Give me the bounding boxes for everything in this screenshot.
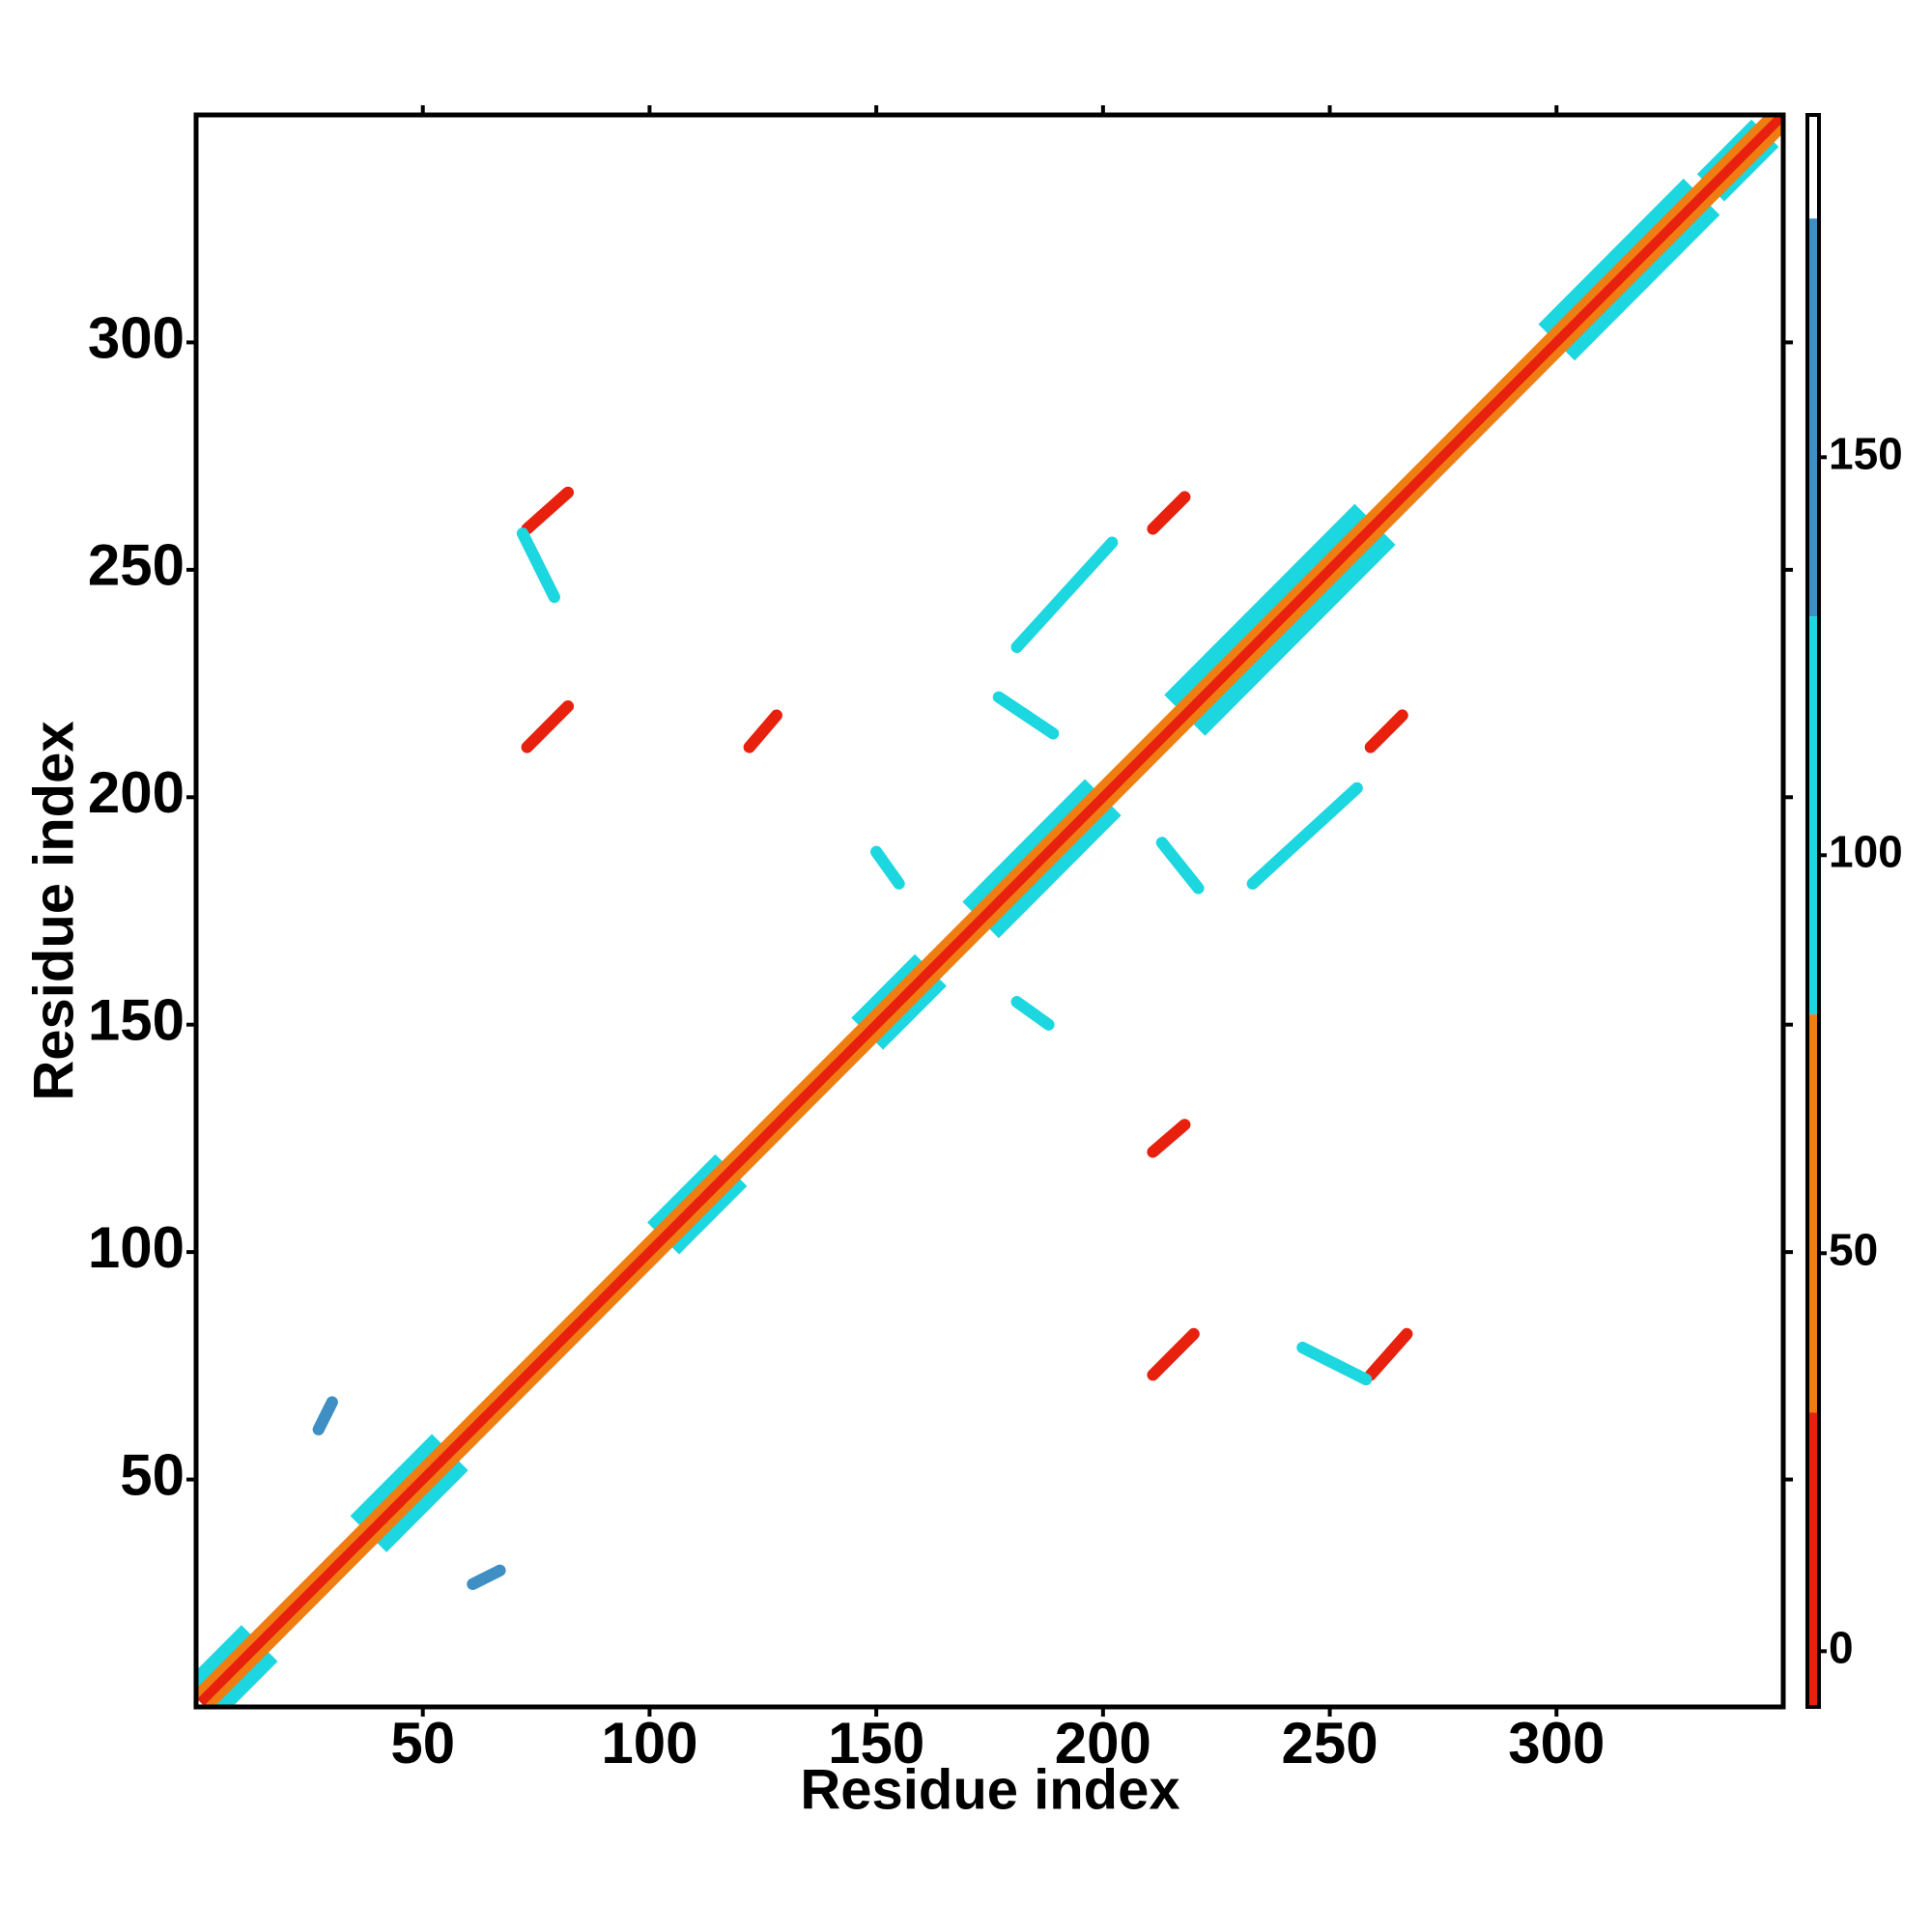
x-tick-label: 200 (1055, 1711, 1151, 1776)
colorbar-tick-label: 100 (1829, 826, 1903, 876)
contact (312, 1396, 338, 1435)
contact (516, 527, 560, 604)
colorbar-band (1807, 616, 1819, 1015)
contact (521, 700, 575, 753)
contact (1010, 536, 1119, 654)
x-tick-label: 250 (1282, 1711, 1378, 1776)
y-tick-label: 50 (120, 1442, 185, 1507)
x-tick-label: 300 (1508, 1711, 1605, 1776)
colorbar-tick-label: 50 (1829, 1224, 1878, 1274)
colorbar-band (1807, 1412, 1819, 1707)
contact (743, 709, 782, 753)
contact (992, 691, 1060, 740)
y-tick-label: 150 (88, 988, 185, 1053)
contact (521, 486, 575, 535)
contact (1147, 1119, 1191, 1158)
x-tick-label: 50 (390, 1711, 455, 1776)
plot-area (196, 115, 1783, 1707)
contact (1364, 1327, 1413, 1381)
x-tick-label: 100 (601, 1711, 697, 1776)
diagonal-band (197, 115, 1783, 1706)
y-axis-label: Residue index (22, 721, 85, 1100)
y-tick-label: 200 (88, 760, 185, 825)
colorbar-tick-label: 0 (1829, 1622, 1854, 1672)
colorbar-frame (1805, 113, 1821, 1709)
y-tick-label: 100 (88, 1215, 185, 1280)
contact (870, 845, 905, 890)
contact (1296, 1341, 1373, 1386)
contact (1147, 491, 1191, 535)
colorbar-tick-label: 150 (1829, 428, 1903, 478)
contact (1246, 781, 1363, 890)
contact (1147, 1327, 1200, 1381)
contact (1364, 709, 1408, 753)
plot-frame (193, 112, 1786, 1710)
contact (1155, 837, 1205, 895)
x-tick-label: 150 (828, 1711, 924, 1776)
colorbar: 0 50 100 150 (1805, 113, 1903, 1709)
colorbar-band (1807, 1014, 1819, 1413)
colorbar-band (1807, 115, 1819, 219)
x-axis-label: Residue index (800, 1758, 1179, 1821)
contact (467, 1564, 506, 1590)
contact (1010, 996, 1055, 1031)
y-tick-label: 250 (88, 533, 185, 598)
y-tick-label: 300 (88, 305, 185, 370)
colorbar-band (1807, 218, 1819, 617)
